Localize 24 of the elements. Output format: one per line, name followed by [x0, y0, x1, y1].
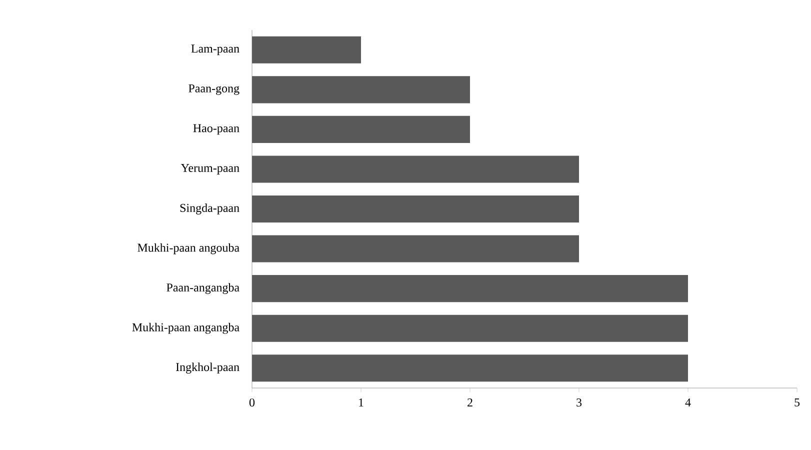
- y-tick-label: Mukhi-paan angouba: [138, 243, 240, 254]
- y-tick-label: Lam-paan: [191, 44, 240, 56]
- y-tick-label: Singda-paan: [180, 204, 240, 214]
- x-tick-label: 2: [468, 398, 472, 406]
- x-tick-label: 3: [576, 398, 582, 407]
- x-tick-label: 4: [685, 398, 691, 406]
- y-tick-label: Mukhi-paan angangba: [132, 322, 240, 334]
- bar: [252, 76, 470, 104]
- bar: [252, 195, 580, 223]
- bar: [252, 275, 688, 302]
- bar: [252, 235, 580, 262]
- bar: [252, 354, 688, 382]
- x-tick-label: 5: [794, 398, 800, 406]
- bar: [252, 116, 470, 143]
- y-tick-label: Hao-paan: [193, 124, 240, 135]
- y-tick-label: Paan-gong: [188, 84, 240, 95]
- y-tick-label: Paan-angangba: [166, 283, 240, 294]
- y-tick-label: Yerum-paan: [180, 164, 240, 174]
- bar: [252, 156, 580, 183]
- x-tick-label: 1: [359, 398, 364, 406]
- bar: [252, 36, 362, 64]
- y-tick-label: Ingkhol-paan: [176, 362, 240, 374]
- bar: [252, 314, 688, 342]
- x-tick-label: 0: [249, 398, 255, 407]
